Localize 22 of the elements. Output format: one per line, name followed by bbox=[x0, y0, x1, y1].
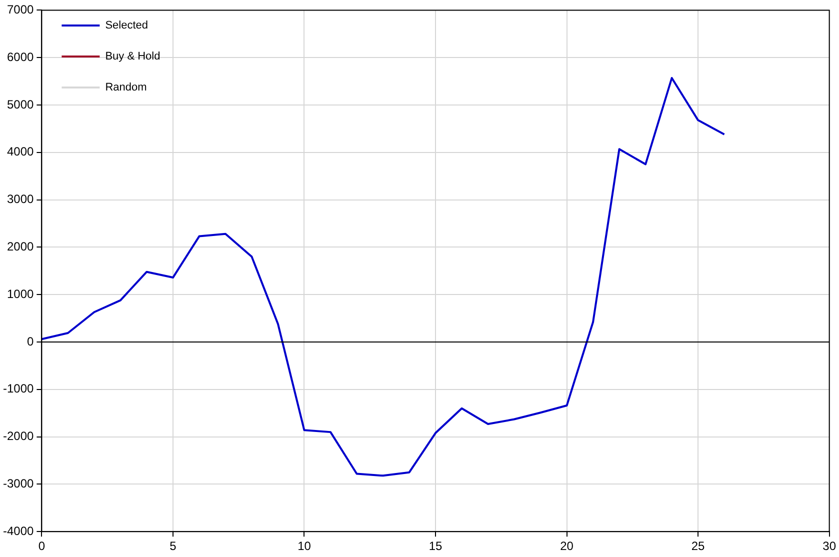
x-tick-label: 30 bbox=[822, 539, 836, 554]
x-tick-label: 15 bbox=[428, 539, 443, 554]
y-tick-label: 3000 bbox=[6, 192, 34, 206]
legend-label: Buy & Hold bbox=[105, 50, 160, 63]
y-tick-label: -2000 bbox=[2, 429, 34, 444]
y-tick-label: 4000 bbox=[6, 144, 34, 159]
x-tick-label: 5 bbox=[170, 539, 177, 554]
x-tick-label: 25 bbox=[691, 539, 706, 554]
x-tick-label: 0 bbox=[38, 539, 46, 554]
y-tick-label: 7000 bbox=[6, 2, 34, 17]
y-tick-label: 6000 bbox=[6, 50, 34, 64]
y-tick-label: 2000 bbox=[6, 240, 34, 254]
x-tick-label: 10 bbox=[298, 539, 312, 554]
y-tick-label: -3000 bbox=[2, 476, 34, 491]
legend-label: Random bbox=[105, 82, 147, 94]
y-tick-label: -4000 bbox=[2, 524, 34, 538]
y-tick-label: 5000 bbox=[6, 97, 34, 112]
x-tick-label: 20 bbox=[560, 539, 574, 554]
y-tick-label: 0 bbox=[27, 334, 34, 348]
legend-label: Selected bbox=[105, 20, 148, 32]
y-tick-label: 1000 bbox=[6, 286, 34, 301]
y-tick-label: -1000 bbox=[2, 382, 34, 396]
